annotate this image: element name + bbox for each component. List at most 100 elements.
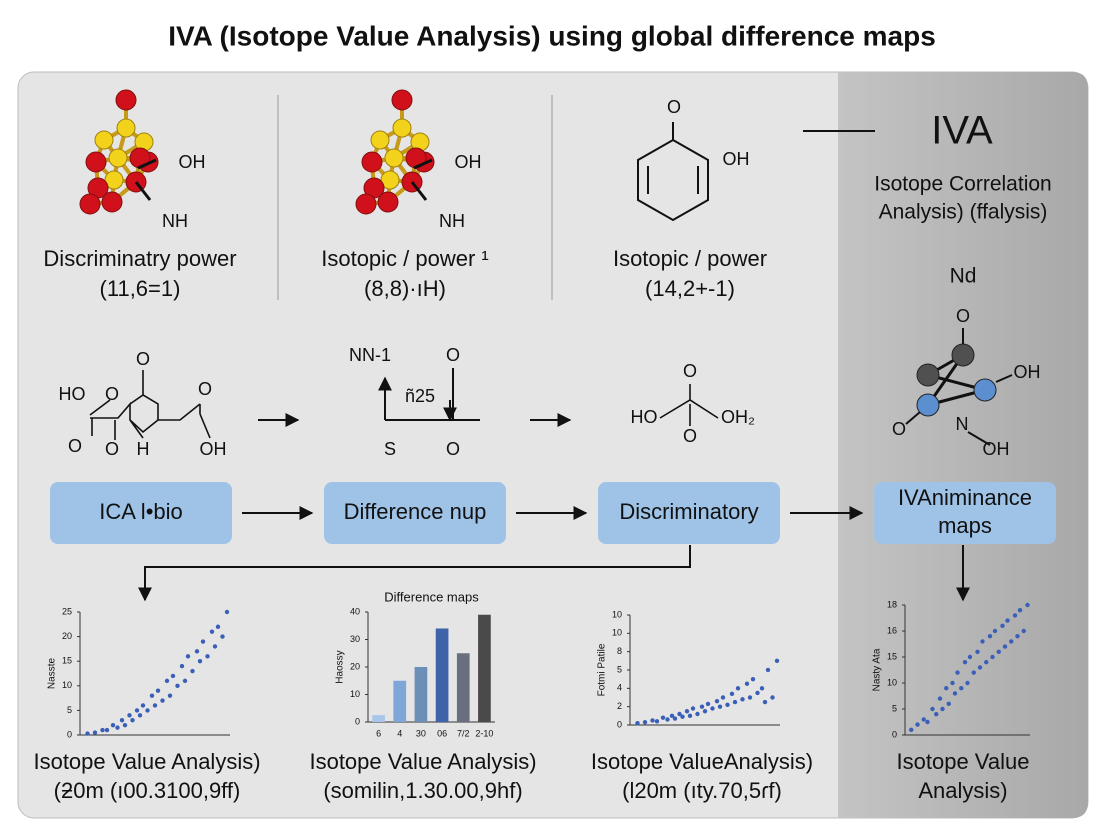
label: ICA l•bio	[99, 499, 183, 524]
point	[100, 727, 105, 733]
atom	[380, 170, 400, 190]
point	[980, 639, 985, 644]
label: Discriminatry power	[43, 246, 236, 271]
point	[155, 688, 161, 693]
label: (14,2+-1)	[645, 276, 735, 301]
point	[160, 698, 165, 703]
chart-title: Difference maps	[384, 589, 479, 604]
atom	[377, 191, 399, 213]
label: Difference nup	[344, 499, 487, 524]
point	[190, 668, 195, 674]
atom	[973, 378, 997, 402]
point	[959, 686, 964, 691]
label: maps	[938, 513, 992, 538]
point	[220, 634, 225, 639]
y-tick-label: 2	[617, 701, 622, 711]
x-tick-label: 06	[437, 728, 447, 738]
label: OH	[179, 152, 206, 172]
label: O	[667, 97, 681, 117]
point	[934, 712, 939, 717]
bar	[414, 667, 428, 722]
label: Isotopic / power ¹	[321, 246, 489, 271]
point	[669, 713, 675, 719]
point	[179, 663, 185, 669]
point	[127, 713, 132, 718]
process-box	[324, 482, 506, 544]
label: IVAniminance	[898, 485, 1032, 510]
y-tick-label: 10	[612, 609, 622, 619]
point	[977, 665, 983, 670]
connector	[995, 374, 1013, 383]
connector	[138, 545, 691, 602]
bar	[393, 680, 407, 722]
point	[690, 706, 696, 711]
atom	[115, 89, 137, 111]
point	[755, 690, 760, 696]
atom	[916, 363, 940, 387]
y-tick-label: 4	[617, 683, 622, 693]
point	[962, 660, 968, 665]
atom	[104, 170, 124, 190]
x-tick-label: 30	[416, 728, 426, 738]
label: Nd	[950, 265, 977, 288]
connector	[137, 158, 157, 170]
label: ñ25	[405, 386, 435, 406]
point	[185, 654, 191, 659]
label: (8,8)·ıH)	[364, 276, 446, 301]
point	[215, 624, 221, 629]
label: OH₂	[721, 407, 755, 427]
y-axis-label: Fotmi Patile	[597, 643, 608, 696]
y-tick-label: 20	[62, 631, 72, 641]
point	[1017, 608, 1023, 613]
label: O	[198, 379, 212, 399]
y-tick-label: 5	[617, 664, 622, 674]
label: O	[136, 349, 150, 369]
label: OH	[200, 439, 227, 459]
point	[732, 699, 738, 705]
point	[946, 701, 951, 706]
point	[944, 686, 949, 691]
point	[104, 727, 110, 733]
label: HO	[631, 407, 658, 427]
y-tick-label: 10	[887, 677, 897, 687]
atom	[79, 193, 101, 215]
process-box	[874, 482, 1056, 544]
point	[130, 718, 135, 723]
atom	[94, 130, 114, 150]
atom	[361, 151, 383, 173]
y-axis-label: Haossy	[335, 650, 346, 683]
point	[915, 722, 920, 727]
point	[209, 629, 215, 634]
label: HO	[59, 384, 86, 404]
point	[747, 695, 753, 700]
point	[650, 718, 655, 723]
point	[765, 667, 771, 673]
point	[930, 706, 935, 712]
point	[950, 680, 955, 686]
point	[642, 720, 648, 725]
point	[1021, 628, 1026, 634]
point	[965, 680, 970, 686]
label: IVA (Isotope Value Analysis) using globa…	[168, 20, 936, 51]
atom	[391, 89, 413, 111]
point	[695, 711, 700, 717]
point	[660, 715, 666, 720]
label: OH	[1014, 362, 1041, 382]
y-tick-label: 5	[892, 703, 897, 713]
point	[774, 658, 780, 664]
y-tick-label: 30	[350, 634, 360, 644]
label: OH	[455, 152, 482, 172]
label: Isotope Value	[897, 749, 1030, 774]
point	[110, 722, 116, 728]
point	[140, 703, 146, 708]
point	[725, 702, 730, 708]
connector	[905, 411, 921, 425]
point	[149, 693, 155, 698]
label: Discriminatory	[619, 499, 758, 524]
point	[1009, 639, 1014, 644]
label: O	[956, 306, 970, 326]
label: O	[105, 384, 119, 404]
label: O	[446, 439, 460, 459]
y-tick-label: 10	[350, 689, 360, 699]
connector	[967, 431, 991, 446]
